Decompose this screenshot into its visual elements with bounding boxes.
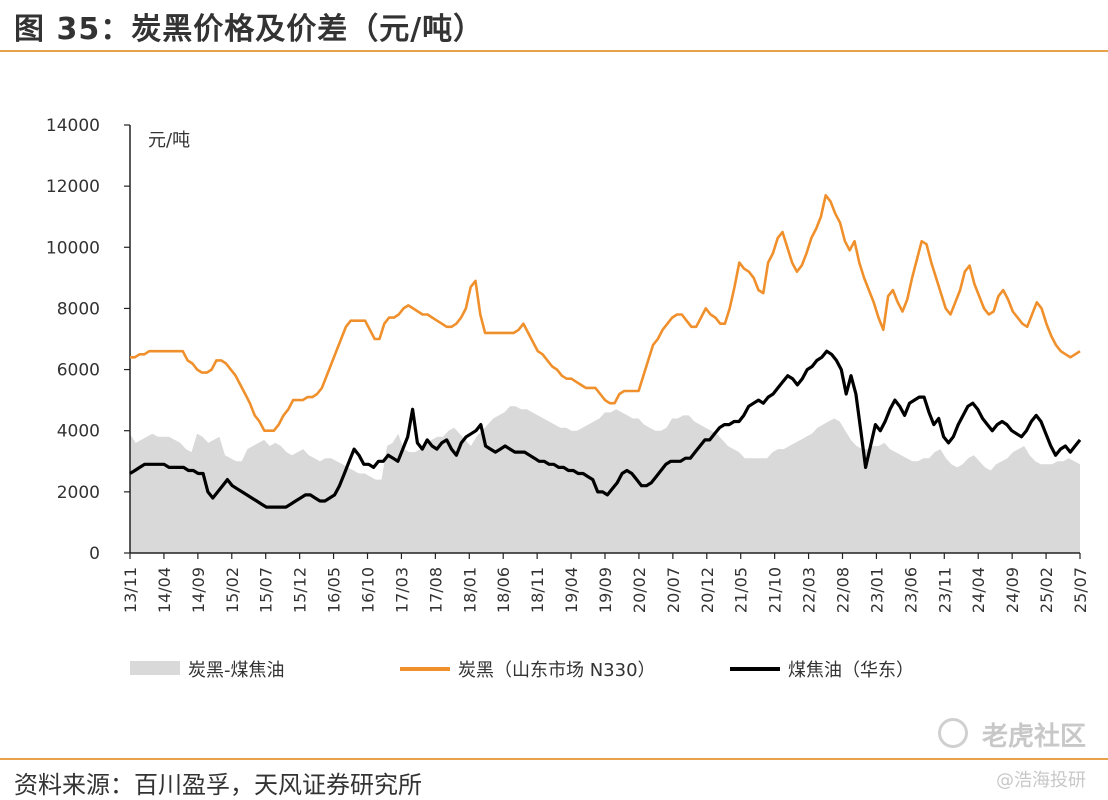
- series-area-spread: [130, 406, 1080, 553]
- y-tick-label: 4000: [57, 422, 100, 442]
- x-tick-label: 23/06: [901, 567, 920, 613]
- x-tick-label: 14/04: [155, 567, 174, 613]
- legend-label: 炭黑（山东市场 N330）: [458, 660, 656, 681]
- y-tick-label: 0: [89, 544, 100, 564]
- y-tick-label: 2000: [57, 483, 100, 503]
- x-tick-label: 20/07: [664, 567, 683, 613]
- x-tick-label: 22/08: [834, 567, 853, 613]
- x-tick-label: 14/09: [189, 567, 208, 613]
- series-line-coal-tar: [129, 349, 1082, 509]
- x-tick-label: 15/02: [223, 567, 242, 613]
- y-tick-label: 8000: [57, 299, 100, 319]
- x-tick-label: 25/02: [1037, 567, 1056, 613]
- chart: 0 2000 4000 6000 8000 10000 12000 14000 13/11 14/…: [46, 116, 1090, 681]
- watermark-sub: @浩海投研: [996, 770, 1086, 791]
- title-divider: [0, 50, 1108, 52]
- x-tick-label: 23/11: [935, 567, 954, 613]
- x-tick-label: 15/12: [291, 567, 310, 613]
- x-tick-label: 16/05: [325, 567, 344, 613]
- x-tick-label: 18/01: [460, 567, 479, 613]
- x-tick-label: 22/03: [800, 567, 819, 613]
- x-tick-label: 24/09: [1003, 567, 1022, 613]
- x-tick-label: 20/12: [698, 567, 717, 613]
- legend-label: 煤焦油（华东）: [788, 660, 914, 681]
- x-tick-label: 19/04: [562, 567, 581, 613]
- x-tick-label: 23/01: [867, 567, 886, 613]
- watermark-main: 老虎社区: [981, 722, 1086, 752]
- y-tick-label: 12000: [46, 177, 100, 197]
- x-tick-label: 20/02: [630, 567, 649, 613]
- x-tick-label: 17/08: [426, 567, 445, 613]
- legend-swatch: [130, 661, 180, 675]
- y-tick-label: 10000: [46, 238, 100, 258]
- x-tick-label: 18/06: [494, 567, 513, 613]
- x-tick-label: 19/09: [596, 567, 615, 613]
- x-tick-label: 18/11: [528, 567, 547, 613]
- x-tick-label: 15/07: [257, 567, 276, 613]
- x-tick-label: 17/03: [392, 567, 411, 613]
- y-tick-label: 6000: [57, 361, 100, 381]
- watermark-logo-icon: [938, 718, 968, 748]
- legend-label: 炭黑-煤焦油: [188, 660, 285, 681]
- x-tick-label: 21/10: [766, 567, 785, 613]
- footer-divider: [0, 758, 1108, 760]
- legend: 炭黑-煤焦油 炭黑（山东市场 N330） 煤焦油（华东）: [130, 660, 914, 681]
- x-tick-label: 21/05: [732, 567, 751, 613]
- page-title: 图 35：炭黑价格及价差（元/吨）: [14, 12, 485, 47]
- x-tick-label: 16/10: [359, 567, 378, 613]
- unit-label: 元/吨: [148, 130, 190, 151]
- x-tick-label: 25/07: [1071, 567, 1090, 613]
- y-tick-label: 14000: [46, 116, 100, 136]
- x-tick-label: 13/11: [121, 567, 140, 613]
- source-note: 资料来源：百川盈孚，天风证券研究所: [14, 771, 422, 799]
- series-line-carbon-black: [130, 194, 1081, 432]
- x-tick-label: 24/04: [969, 567, 988, 613]
